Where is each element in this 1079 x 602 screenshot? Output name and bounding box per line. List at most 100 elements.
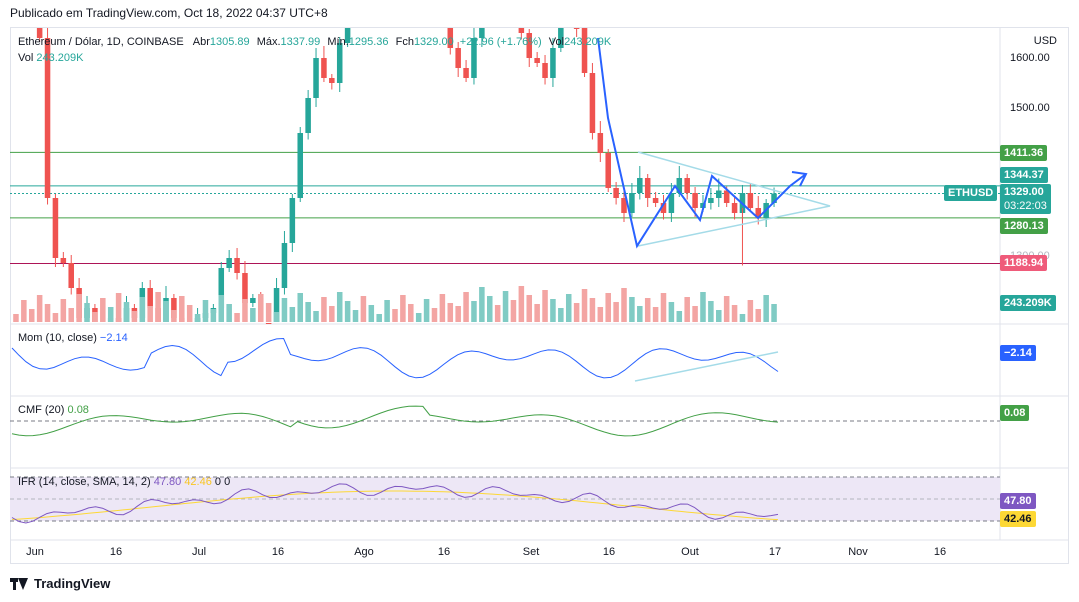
candle-body	[644, 178, 651, 198]
volume-value: 243.209K	[36, 52, 84, 64]
time-label-set16: 16	[602, 546, 616, 558]
last-price: 1329.00	[1004, 186, 1044, 198]
level-badge-1411: 1411.36	[1000, 145, 1048, 161]
candle-body	[668, 193, 675, 213]
level-badge-1188: 1188.94	[1000, 255, 1048, 271]
rsi-extra: 0 0	[214, 476, 231, 488]
mom-badge: −2.14	[1000, 345, 1036, 361]
volume-bar	[716, 310, 722, 322]
volume-bar	[202, 300, 209, 322]
candle-body	[542, 63, 548, 78]
rsi-value: 47.80	[153, 476, 182, 488]
volume-bar	[265, 303, 272, 322]
volume-bar	[186, 305, 193, 322]
time-label-out: Out	[681, 546, 699, 558]
candle-body	[171, 298, 177, 318]
volume-bar	[526, 295, 533, 322]
volume-bar	[92, 312, 98, 322]
volume-bar	[257, 294, 264, 322]
candle-body	[273, 288, 280, 322]
volume-bar	[376, 314, 382, 322]
volume-bar	[250, 308, 256, 322]
volume-bar	[692, 306, 698, 322]
candle-body	[589, 73, 596, 133]
candle-body	[518, 28, 525, 33]
candle-body	[471, 38, 477, 78]
momentum-line	[11, 337, 779, 379]
volume-bar	[763, 295, 769, 322]
chart-frame	[10, 27, 1069, 564]
volume-bar	[21, 300, 27, 322]
candle-body	[336, 43, 343, 83]
volume-bar	[447, 303, 454, 322]
level-badge-1280: 1280.13	[1000, 218, 1048, 234]
candle-body	[621, 198, 627, 213]
cmf-line	[11, 405, 779, 437]
volume-bar	[400, 295, 406, 322]
volume-bar	[147, 306, 153, 322]
volume-bar	[313, 311, 319, 322]
time-label-ago: Ago	[354, 546, 374, 558]
volume-bar	[60, 299, 67, 322]
candle-body	[573, 28, 580, 29]
volume-bar	[281, 298, 288, 322]
volume-bar	[76, 294, 82, 322]
volume-bar	[723, 296, 730, 322]
time-label-jul: Jul	[191, 546, 207, 558]
volume-bar	[755, 309, 762, 322]
candle-body	[629, 193, 635, 213]
volume-bar	[510, 300, 517, 322]
volume-bar	[163, 301, 169, 322]
volume-bar	[731, 305, 738, 322]
price-tick-1500: 1500.00	[1010, 102, 1050, 114]
candle-body	[297, 133, 304, 198]
volume-bar	[739, 314, 746, 322]
candle-body	[534, 58, 540, 63]
volume-bar	[226, 304, 232, 322]
candle-body	[605, 153, 611, 188]
volume-bar	[700, 292, 706, 322]
candle-body	[305, 98, 311, 133]
candle-body	[463, 68, 469, 78]
candle-body	[226, 258, 232, 268]
volume-bar	[534, 304, 540, 322]
currency-label: USD	[1033, 35, 1057, 47]
volume-bar	[210, 309, 217, 322]
volume-bar	[234, 313, 240, 322]
volume-bar	[68, 308, 74, 322]
volume-bar	[684, 297, 690, 322]
volume-bar	[44, 304, 51, 322]
volume-bar	[550, 299, 556, 322]
volume-bar	[194, 314, 201, 322]
published-note: Publicado em TradingView.com, Oct 18, 20…	[10, 6, 328, 20]
volume-legend: Vol 243.209K	[18, 52, 83, 64]
volume-bar	[771, 304, 777, 322]
arrow-head	[791, 171, 808, 187]
candle-body	[479, 28, 485, 38]
time-label-jul16: 16	[271, 546, 285, 558]
volume-bar	[84, 303, 90, 322]
volume-bar	[439, 294, 446, 322]
rsi-sma-value: 42.46	[184, 476, 212, 488]
cmf-legend: CMF (20) 0.08	[18, 404, 89, 416]
high-value: 1337.99	[280, 36, 321, 48]
candle-body	[147, 288, 153, 308]
candle-body	[281, 243, 288, 288]
volume-bar	[329, 306, 335, 322]
time-label-out17: 17	[768, 546, 782, 558]
brand-name: TradingView	[34, 576, 111, 591]
candle-body	[550, 48, 556, 78]
rsi-legend: IFR (14, close, SMA, 14, 2) 47.80 42.46 …	[18, 476, 230, 488]
cmf-badge: 0.08	[1000, 405, 1030, 421]
volume-bar	[581, 289, 588, 322]
volume-bar	[392, 309, 398, 322]
volume-bar	[471, 301, 477, 322]
volume-bar	[155, 292, 161, 322]
vol-value: 243.209K	[564, 36, 612, 48]
volume-bar	[344, 301, 351, 322]
volume-bar	[708, 301, 714, 322]
candle-body	[692, 193, 698, 208]
volume-bar	[28, 309, 35, 322]
footer-brand[interactable]: TradingView	[10, 576, 110, 591]
